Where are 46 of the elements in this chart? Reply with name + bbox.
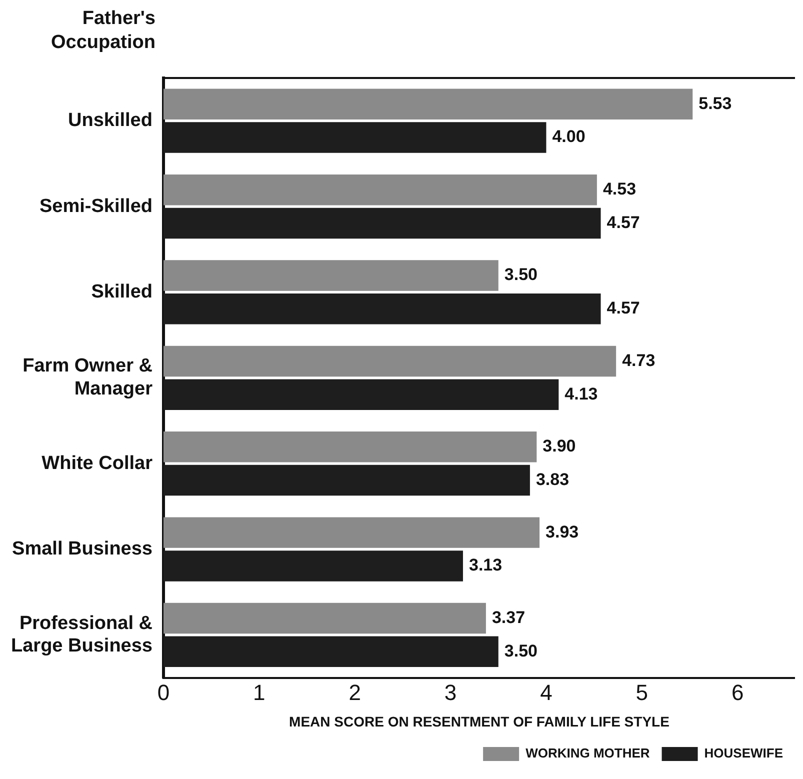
- y-tick-label: Farm Owner & Manager: [22, 356, 154, 400]
- data-label: 3.93: [546, 522, 579, 542]
- y-axis-title: Father's Occupation: [50, 8, 156, 53]
- bar: [164, 550, 463, 582]
- x-tick-label: 6: [731, 680, 744, 706]
- y-tick-label: Unskilled: [68, 110, 152, 132]
- data-label: 4.57: [606, 298, 640, 318]
- x-tick-label: 5: [636, 680, 648, 706]
- x-tick-label: 1: [253, 680, 266, 706]
- x-tick-label: 2: [348, 680, 361, 706]
- y-tick-label: Small Business: [12, 538, 152, 560]
- data-label: 3.83: [536, 470, 570, 489]
- bar: [164, 208, 601, 239]
- y-tick-label: White Collar: [42, 452, 154, 474]
- bar: [164, 346, 616, 377]
- data-label: 3.50: [504, 641, 538, 660]
- data-label: 3.50: [504, 265, 538, 284]
- bar: [164, 602, 486, 634]
- x-axis-title: MEAN SCORE ON RESENTMENT OF FAMILY LIFE STYLE: [289, 713, 670, 730]
- bar: [164, 432, 537, 462]
- data-label: 4.53: [602, 180, 636, 199]
- y-tick-label: Professional & Large Business: [11, 612, 153, 657]
- x-tick-label: 4: [540, 680, 552, 706]
- data-label: 5.53: [698, 94, 732, 113]
- bar: [164, 294, 601, 324]
- data-label: 3.13: [468, 556, 502, 575]
- bar: [164, 122, 546, 153]
- bar: [164, 379, 559, 410]
- x-tick-label: 0: [157, 680, 170, 706]
- y-tick-label: Skilled: [91, 281, 152, 302]
- data-label: 3.90: [542, 436, 576, 456]
- legend-label: HOUSEWIFE: [704, 746, 784, 761]
- bar: [164, 174, 597, 206]
- bar: [164, 260, 498, 291]
- bar: [164, 464, 530, 496]
- bar: [164, 517, 540, 548]
- data-label: 4.73: [622, 350, 656, 370]
- data-label: 4.13: [564, 384, 598, 404]
- x-tick-label: 3: [444, 680, 457, 706]
- legend-label: WORKING MOTHER: [526, 746, 650, 761]
- bar: [164, 88, 693, 120]
- bar: [164, 636, 498, 668]
- data-label: 3.37: [492, 608, 526, 627]
- data-label: 4.57: [606, 212, 640, 232]
- y-tick-label: Semi-Skilled: [40, 196, 152, 217]
- data-label: 4.00: [552, 127, 586, 146]
